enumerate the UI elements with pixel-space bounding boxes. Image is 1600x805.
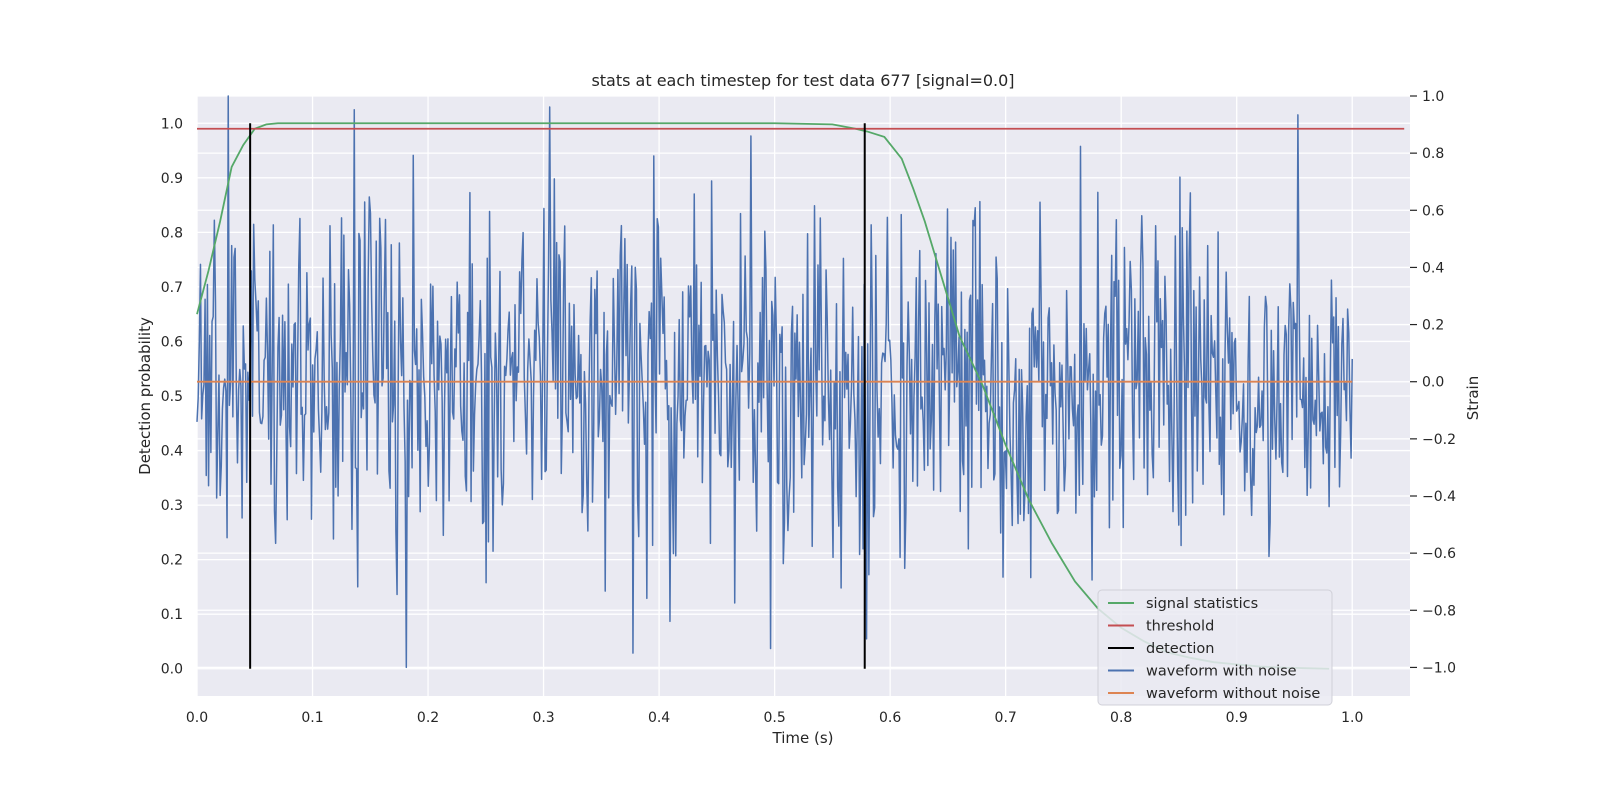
x-tick-label: 0.2 — [417, 710, 439, 726]
x-axis-label: Time (s) — [772, 729, 834, 747]
chart-title: stats at each timestep for test data 677… — [591, 71, 1014, 90]
x-tick-label: 0.1 — [301, 710, 323, 726]
legend-label: waveform without noise — [1146, 686, 1320, 702]
y-tick-label-left: 0.3 — [161, 498, 183, 514]
x-tick-label: 0.5 — [763, 710, 785, 726]
y-tick-label-right: −0.8 — [1422, 603, 1456, 619]
legend-label: detection — [1146, 641, 1214, 657]
y-tick-label-left: 0.7 — [161, 280, 183, 296]
y-tick-label-left: 0.4 — [161, 444, 183, 460]
y-axis-label-left: Detection probability — [136, 317, 154, 475]
legend-label: waveform with noise — [1146, 664, 1297, 680]
legend: signal statistics threshold detection wavef… — [1097, 589, 1333, 706]
tick-labels: 0.0 0.1 0.2 0.3 0.4 0.5 0.6 0.7 0.8 0.9 1.0 0.0 0.1 0… — [161, 89, 1456, 726]
legend-box — [1097, 589, 1333, 706]
legend-label: signal statistics — [1146, 596, 1258, 612]
y-tick-label-left: 0.0 — [161, 662, 183, 678]
y-tick-label-left: 1.0 — [161, 116, 183, 132]
y-tick-label-left: 0.2 — [161, 553, 183, 569]
y-tick-label-right: 0.6 — [1422, 203, 1444, 219]
y-tick-label-left: 0.6 — [161, 334, 183, 350]
x-tick-label: 0.7 — [995, 710, 1017, 726]
y-tick-label-right: −0.2 — [1422, 432, 1456, 448]
y-tick-label-left: 0.1 — [161, 607, 183, 623]
x-tick-label: 0.9 — [1226, 710, 1248, 726]
x-tick-label: 0.0 — [186, 710, 208, 726]
y-tick-label-right: −0.6 — [1422, 546, 1456, 562]
y-tick-label-left: 0.8 — [161, 225, 183, 241]
x-tick-label: 0.4 — [648, 710, 670, 726]
y-tick-label-right: 0.2 — [1422, 318, 1444, 334]
y-tick-label-left: 0.5 — [161, 389, 183, 405]
y-tick-label-right: 1.0 — [1422, 89, 1444, 105]
y-tick-label-left: 0.9 — [161, 171, 183, 187]
y-tick-label-right: −0.4 — [1422, 489, 1456, 505]
x-tick-label: 1.0 — [1341, 710, 1363, 726]
y-tick-label-right: 0.8 — [1422, 146, 1444, 162]
y-tick-label-right: 0.4 — [1422, 260, 1444, 276]
y-axis-label-right: Strain — [1464, 376, 1482, 420]
x-tick-label: 0.3 — [532, 710, 554, 726]
x-tick-label: 0.8 — [1110, 710, 1132, 726]
series-waveform-with-noise — [196, 95, 1353, 669]
legend-label: threshold — [1146, 619, 1214, 635]
y-tick-label-right: 0.0 — [1422, 375, 1444, 391]
x-tick-label: 0.6 — [879, 710, 901, 726]
y-tick-label-right: −1.0 — [1422, 660, 1456, 676]
